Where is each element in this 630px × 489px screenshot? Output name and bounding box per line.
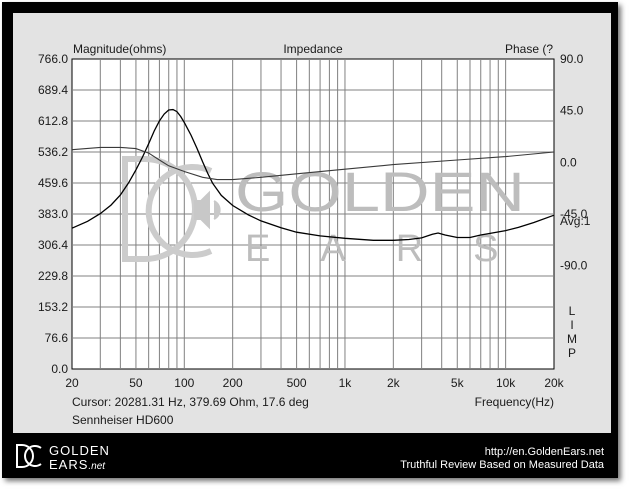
x-axis-label: Frequency(Hz) [475,395,554,409]
logo-text-ears: EARS [49,457,88,472]
watermark-logo: GOLDEN EARS [122,156,548,270]
chart-panel: GOLDEN EARS 766.0 689.4 612.8 536.2 459.6 383… [13,13,611,433]
x-tick-label: 1k [339,376,353,390]
logo-text-line1: GOLDEN [49,443,110,458]
lim-letter: P [568,346,576,360]
impedance-chart: GOLDEN EARS 766.0 689.4 612.8 536.2 459.6 383… [38,42,591,427]
x-tick-label: 100 [174,376,194,390]
y-tick-label: 536.2 [38,145,68,159]
y-tick-label: 459.6 [38,176,68,190]
watermark-speaker-icon [194,190,221,230]
y-tick-label: 229.8 [38,269,68,283]
chart-title: Impedance [283,42,343,56]
y-tick-label: 689.4 [38,83,68,97]
watermark-word-ears: EARS [245,228,548,270]
x-tick-label: 500 [287,376,307,390]
watermark-c-shape [145,164,213,258]
watermark-word-golden: GOLDEN [235,160,525,223]
cursor-readout: Cursor: 20281.31 Hz, 379.69 Ohm, 17.6 de… [72,395,309,409]
phase-tick-label: -90.0 [560,259,588,273]
x-tick-label: 20k [544,376,564,390]
curves [71,108,555,241]
y-tick-label: 306.4 [38,238,68,252]
y-tick-label: 76.6 [45,331,69,345]
x-tick-label: 50 [129,376,143,390]
lim-letter: I [570,318,573,332]
y-tick-label: 0.0 [51,362,68,376]
phase-tick-label: -45.0 [560,207,588,221]
logo-c-icon [24,445,42,467]
y-tick-label: 153.2 [38,300,68,314]
footer-tagline: Truthful Review Based on Measured Data [400,459,604,471]
phase-curve [71,146,555,181]
logo-text-suffix: .net [88,461,106,472]
device-name: Sennheiser HD600 [72,413,174,427]
y-tick-label: 612.8 [38,114,68,128]
axis-ticks: 766.0 689.4 612.8 536.2 459.6 383.0 306.4 229.8… [38,52,588,390]
phase-tick-label: 90.0 [560,52,584,66]
lim-letter: L [569,304,576,318]
avg-label: Avg:1 [560,214,591,228]
lim-letter: M [567,332,577,346]
logo-d-icon [16,444,34,468]
right-axis-label: Phase (? [505,42,553,56]
phase-tick-label: 0.0 [560,155,577,169]
goldenears-logo: GOLDEN EARS.net [16,443,110,472]
x-tick-label: 10k [496,376,516,390]
x-tick-label: 20 [65,376,79,390]
phase-tick-label: 45.0 [560,104,584,118]
left-axis-label: Magnitude(ohms) [73,42,166,56]
y-tick-label: 383.0 [38,207,68,221]
x-tick-label: 200 [223,376,243,390]
magnitude-curve [71,108,555,241]
x-tick-label: 2k [387,376,401,390]
logo-text-line2: EARS.net [49,457,106,472]
y-tick-label: 766.0 [38,52,68,66]
x-tick-label: 5k [451,376,465,390]
footer-url: http://en.GoldenEars.net [484,446,604,458]
chart-frame: GOLDEN EARS 766.0 689.4 612.8 536.2 459.6 383… [2,2,618,478]
